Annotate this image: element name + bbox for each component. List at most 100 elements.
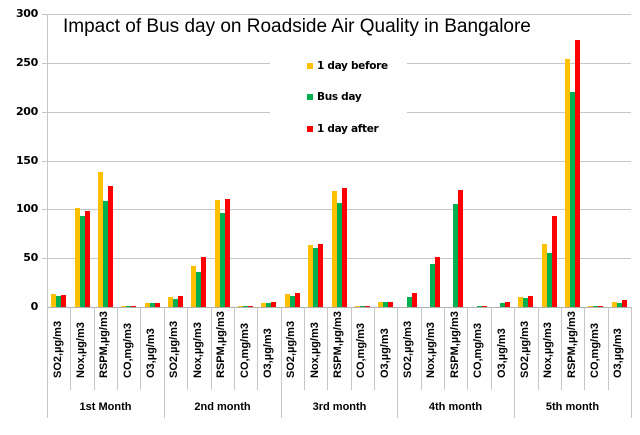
category-tick <box>164 307 165 418</box>
bar <box>154 302 160 307</box>
x-category-label: RSPM,µg/m3 <box>215 311 227 378</box>
y-tick-label: 150 <box>15 154 38 167</box>
bar <box>359 306 365 307</box>
y-tick-label: 100 <box>15 202 38 215</box>
bar <box>598 306 604 307</box>
bar <box>74 208 80 307</box>
category-tick <box>584 307 585 390</box>
legend-label: Bus day <box>317 91 362 103</box>
x-category-label: O3,µg/m3 <box>612 328 624 378</box>
y-tick-label: 0 <box>30 300 39 313</box>
bar <box>565 58 571 307</box>
bar <box>406 297 412 307</box>
legend-label: 1 day before <box>317 60 388 72</box>
category-tick <box>281 307 282 418</box>
gridline <box>47 307 631 308</box>
legend: 1 day before Bus day 1 day after <box>270 50 407 155</box>
x-group-label: 5th month <box>545 401 600 413</box>
category-tick <box>444 307 445 390</box>
category-tick <box>187 307 188 390</box>
category-tick <box>561 307 562 390</box>
bar <box>429 264 435 307</box>
bar <box>79 216 85 307</box>
category-tick <box>327 307 328 390</box>
x-category-label: SO2,µg/m3 <box>402 320 414 378</box>
bar <box>84 211 90 307</box>
bar <box>144 302 150 307</box>
x-group-label: 3rd month <box>312 401 367 413</box>
bar <box>528 296 534 307</box>
bar <box>271 302 277 307</box>
bar <box>121 306 127 307</box>
gridline <box>42 161 631 162</box>
category-tick <box>608 307 609 390</box>
x-group-label: 2nd month <box>194 401 251 413</box>
category-tick <box>467 307 468 390</box>
bar <box>588 306 594 307</box>
y-tick-label: 200 <box>15 105 38 118</box>
bar <box>149 302 155 307</box>
bar <box>196 271 202 307</box>
bar <box>308 245 314 307</box>
x-category-label: O3,µg/m3 <box>262 328 274 378</box>
bar <box>51 294 57 307</box>
x-category-label: CO,mg/m3 <box>355 322 367 378</box>
category-tick <box>117 307 118 390</box>
bar <box>364 306 370 307</box>
x-category-label: RSPM,µg/m3 <box>449 311 461 378</box>
bar <box>616 303 622 307</box>
bar <box>593 306 599 307</box>
gridline <box>42 14 631 15</box>
group-separator <box>47 307 48 418</box>
x-category-label: CO,mg/m3 <box>122 322 134 378</box>
bar <box>97 172 103 307</box>
legend-swatch-icon <box>307 63 313 69</box>
bar <box>518 297 524 307</box>
category-tick <box>70 307 71 390</box>
bar <box>336 203 342 307</box>
x-group-label: 4th month <box>428 401 483 413</box>
legend-swatch-icon <box>307 126 313 132</box>
legend-item-1-day-after: 1 day after <box>307 122 379 136</box>
category-tick <box>538 307 539 390</box>
category-tick <box>397 307 398 418</box>
bar <box>177 296 183 307</box>
bar <box>266 303 272 307</box>
bar <box>214 199 220 307</box>
y-axis-line <box>47 14 48 307</box>
category-tick <box>304 307 305 390</box>
bar <box>248 306 254 307</box>
bar <box>201 257 207 307</box>
x-category-label: O3,µg/m3 <box>496 328 508 378</box>
x-category-label: SO2,µg/m3 <box>519 320 531 378</box>
bar <box>388 302 394 307</box>
bar <box>354 306 360 307</box>
x-category-label: Nox,µg/m3 <box>192 322 204 378</box>
x-category-label: SO2,µg/m3 <box>168 320 180 378</box>
x-category-label: SO2,µg/m3 <box>285 320 297 378</box>
category-tick <box>257 307 258 390</box>
bar <box>476 306 482 307</box>
bar <box>172 299 178 307</box>
category-tick <box>94 307 95 390</box>
category-tick <box>234 307 235 390</box>
category-tick <box>514 307 515 418</box>
x-category-label: O3,µg/m3 <box>145 328 157 378</box>
bar <box>383 302 389 307</box>
bar <box>131 306 137 307</box>
legend-label: 1 day after <box>317 123 379 135</box>
bar <box>107 185 113 307</box>
bar <box>331 190 337 307</box>
legend-item-bus-day: Bus day <box>307 90 362 104</box>
bar <box>102 200 108 307</box>
legend-item-1-day-before: 1 day before <box>307 59 388 73</box>
chart-title: Impact of Bus day on Roadside Air Qualit… <box>63 16 531 37</box>
bar <box>611 301 617 307</box>
bar <box>313 248 319 307</box>
x-category-label: Nox,µg/m3 <box>309 322 321 378</box>
bar <box>411 293 417 307</box>
y-tick-label: 300 <box>15 7 38 20</box>
bar <box>453 204 459 307</box>
bar <box>621 299 627 307</box>
